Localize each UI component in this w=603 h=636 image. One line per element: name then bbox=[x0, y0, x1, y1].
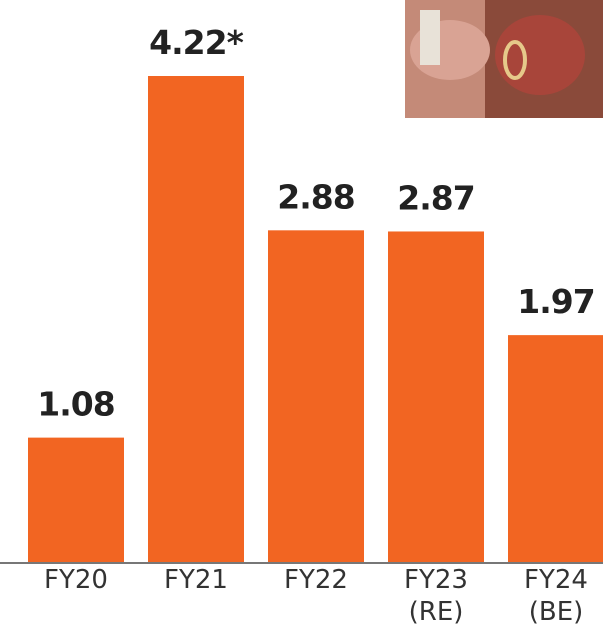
x-tick-label: FY23 (RE) bbox=[376, 564, 496, 628]
value-label: 1.97 bbox=[517, 282, 594, 321]
bar bbox=[388, 231, 484, 562]
bar bbox=[148, 76, 244, 562]
value-label: 2.88 bbox=[277, 177, 354, 216]
x-tick-label: FY20 bbox=[16, 564, 136, 596]
chart: 1.08 4.22* 2.88 2.87 1.97 bbox=[0, 0, 603, 636]
value-label: 4.22* bbox=[149, 23, 243, 62]
bar bbox=[268, 230, 364, 562]
x-tick-label: FY24 (BE) bbox=[496, 564, 603, 628]
x-tick-label: FY22 bbox=[256, 564, 376, 596]
photo bbox=[405, 0, 603, 118]
bar bbox=[28, 438, 124, 562]
page: 1.084.22*2.882.871.97 (() => { const dat… bbox=[0, 0, 603, 636]
value-label: 1.08 bbox=[37, 385, 114, 424]
bar bbox=[508, 335, 603, 562]
x-tick-label: FY21 bbox=[136, 564, 256, 596]
value-label: 2.87 bbox=[397, 178, 474, 217]
